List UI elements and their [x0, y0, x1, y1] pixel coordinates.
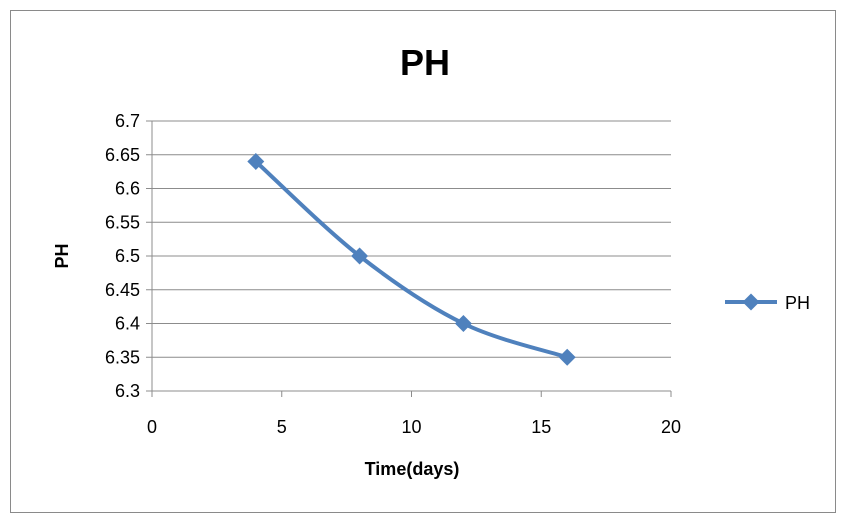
x-tick-label: 15 — [531, 417, 551, 437]
x-tick-label: 0 — [147, 417, 157, 437]
axes — [151, 121, 672, 397]
y-tick-label: 6.55 — [105, 212, 140, 232]
x-tick-label: 20 — [661, 417, 681, 437]
x-tick-labels: 0 5 10 15 20 — [147, 417, 681, 437]
y-tick-label: 6.3 — [115, 381, 140, 401]
chart-frame — [10, 10, 836, 513]
gridlines — [146, 120, 671, 392]
chart-title: PH — [400, 42, 450, 83]
data-point-marker — [454, 315, 472, 332]
y-tick-label: 6.7 — [115, 111, 140, 131]
y-axis-title: PH — [52, 243, 72, 268]
y-tick-label: 6.65 — [105, 145, 140, 165]
y-tick-label: 6.45 — [105, 280, 140, 300]
series-line — [253, 159, 570, 360]
y-tick-label: 6.35 — [105, 347, 140, 367]
data-point-marker — [247, 153, 265, 170]
y-tick-label: 6.6 — [115, 179, 140, 199]
x-tick-label: 10 — [401, 417, 421, 437]
y-tick-label: 6.4 — [115, 314, 140, 334]
legend: PH — [725, 293, 810, 313]
legend-marker — [742, 293, 760, 311]
y-tick-label: 6.5 — [115, 246, 140, 266]
legend-label: PH — [785, 293, 810, 313]
x-tick-label: 5 — [277, 417, 287, 437]
x-axis-title: Time(days) — [365, 459, 460, 479]
series-group — [247, 153, 576, 366]
data-point-marker — [558, 348, 576, 366]
y-tick-labels: 6.3 6.35 6.4 6.45 6.5 6.55 6.6 6.65 6.7 — [105, 111, 140, 401]
data-point-marker — [351, 247, 369, 265]
